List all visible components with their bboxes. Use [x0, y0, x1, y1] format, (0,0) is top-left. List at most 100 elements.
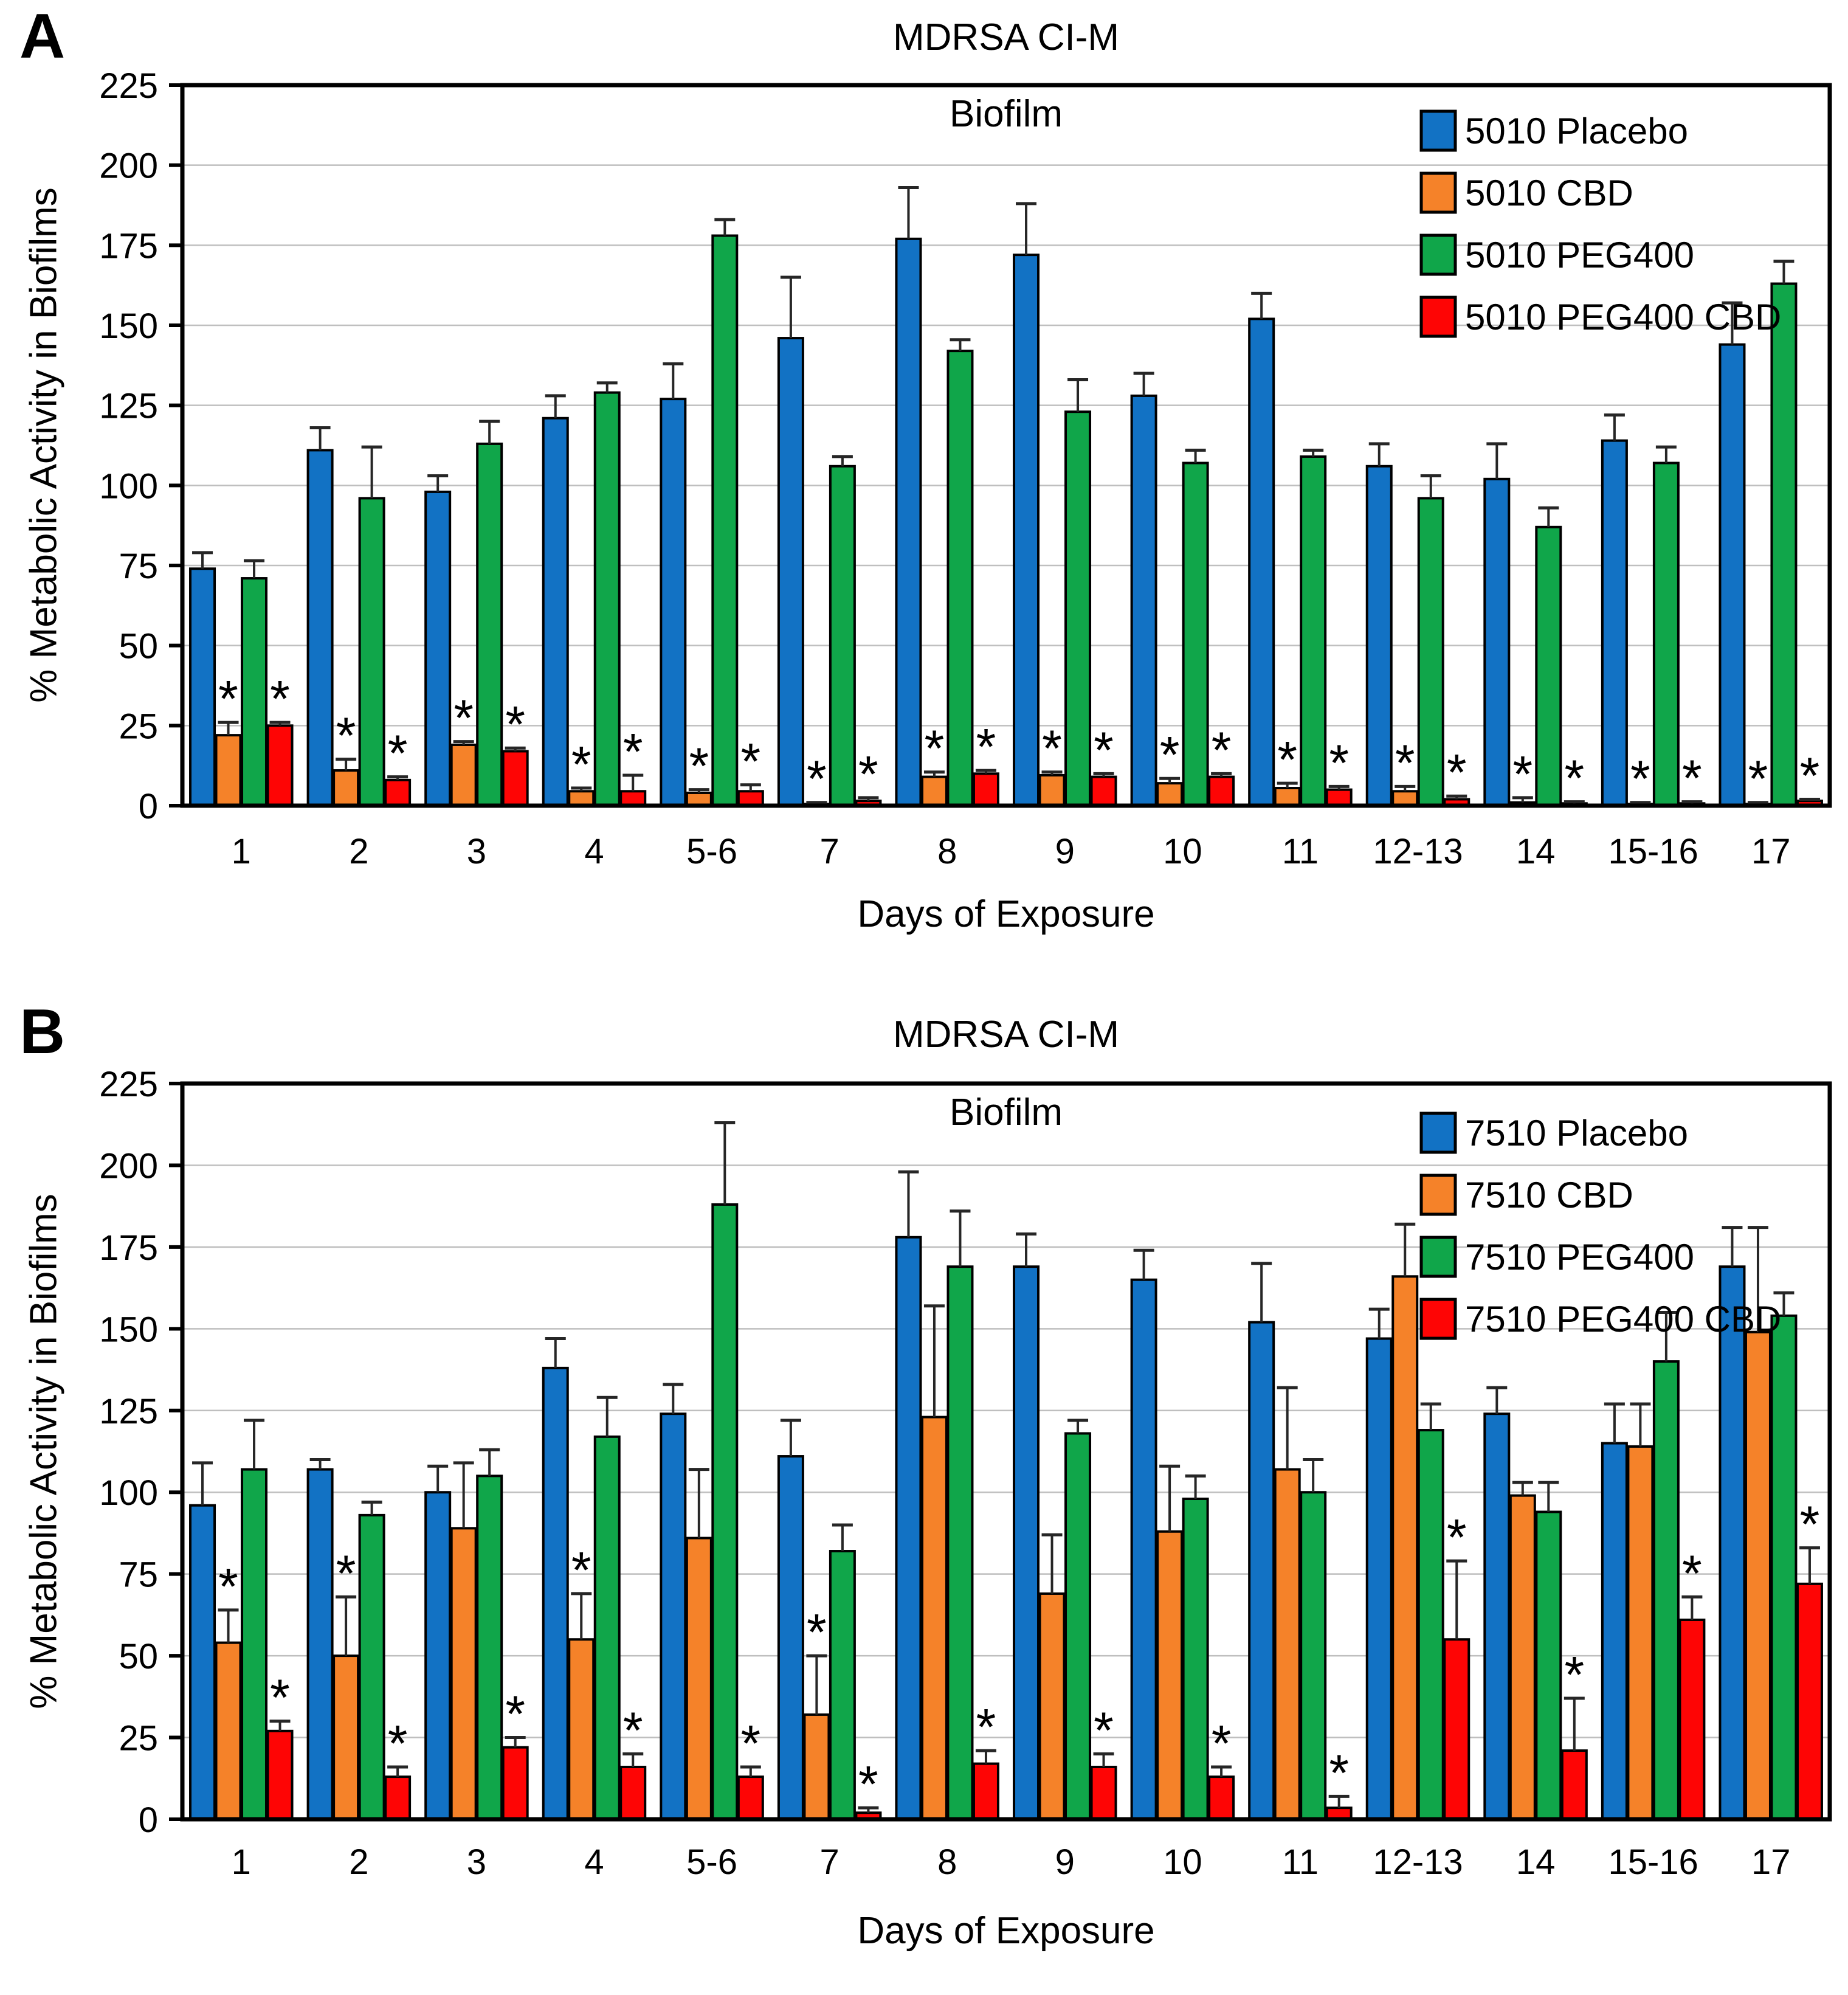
- bar: [1365, 465, 1393, 807]
- bar: [266, 724, 294, 807]
- y-tick-label: 225: [99, 66, 158, 106]
- significance-star: *: [689, 738, 709, 795]
- bar: [619, 790, 647, 807]
- category-label: 5-6: [686, 1842, 737, 1882]
- y-tick-label: 225: [99, 1065, 158, 1104]
- bar: [1770, 1314, 1798, 1821]
- category-label: 3: [467, 832, 486, 871]
- bar: [1300, 455, 1327, 807]
- bar: [306, 1468, 334, 1821]
- panel-b-title: MDRSA CI-M: [893, 1014, 1119, 1056]
- significance-star: *: [858, 745, 878, 803]
- bar: [1391, 790, 1419, 807]
- category-label: 4: [584, 1842, 604, 1882]
- category-label: 1: [232, 1842, 251, 1882]
- panel-a-title: MDRSA CI-M: [893, 16, 1119, 58]
- bar: [920, 1416, 948, 1821]
- bar: [1130, 1278, 1157, 1821]
- bar: [660, 1412, 687, 1820]
- y-tick-label: 175: [99, 226, 158, 266]
- bar: [333, 769, 360, 807]
- y-tick-label: 125: [99, 1392, 158, 1431]
- bar: [266, 1729, 294, 1821]
- y-tick-label: 25: [119, 707, 158, 746]
- bar: [803, 1713, 830, 1821]
- significance-star: *: [1329, 734, 1349, 791]
- category-label: 14: [1516, 832, 1556, 871]
- significance-star: *: [740, 733, 760, 790]
- bar: [1248, 1321, 1275, 1821]
- category-label: 11: [1282, 832, 1319, 871]
- category-label: 9: [1055, 832, 1075, 871]
- y-tick-label: 75: [119, 547, 158, 586]
- category-label: 17: [1751, 1842, 1791, 1882]
- y-tick-label: 200: [99, 1146, 158, 1186]
- legend-swatch: [1419, 1174, 1457, 1216]
- legend-label: 7510 PEG400 CBD: [1465, 1299, 1781, 1340]
- plot-border: [180, 83, 1832, 808]
- bar: [1652, 1360, 1680, 1820]
- category-label: 17: [1751, 832, 1791, 871]
- significance-star: *: [1447, 744, 1467, 801]
- category-label: 10: [1163, 832, 1202, 871]
- significance-star: *: [807, 1603, 827, 1661]
- bar: [1535, 1510, 1562, 1820]
- bar: [1064, 410, 1092, 807]
- category-label: 2: [349, 832, 368, 871]
- significance-star: *: [1212, 721, 1232, 778]
- category-label: 7: [820, 1842, 840, 1882]
- bar: [189, 1504, 216, 1821]
- bar: [450, 743, 477, 807]
- bar: [502, 1746, 529, 1821]
- bar: [711, 1203, 739, 1820]
- bar: [1744, 1330, 1771, 1821]
- legend-label: 5010 Placebo: [1465, 111, 1688, 151]
- category-label: 15-16: [1608, 832, 1698, 871]
- significance-star: *: [1042, 720, 1062, 777]
- bar: [1627, 1445, 1654, 1820]
- legend-swatch: [1419, 296, 1457, 338]
- bar: [1130, 394, 1157, 807]
- bar: [1182, 462, 1209, 807]
- significance-star: *: [1748, 750, 1768, 807]
- bar: [1391, 1275, 1419, 1820]
- significance-star: *: [1564, 1646, 1584, 1703]
- significance-star: *: [388, 725, 408, 782]
- bar: [1156, 782, 1184, 807]
- significance-star: *: [453, 690, 474, 747]
- y-tick-label: 50: [119, 1637, 158, 1676]
- significance-star: *: [1630, 750, 1650, 807]
- significance-star: *: [1329, 1744, 1349, 1801]
- category-label: 7: [820, 832, 840, 871]
- bar: [1038, 1592, 1066, 1821]
- significance-star: *: [1564, 750, 1584, 807]
- category-label: 5-6: [686, 832, 737, 871]
- bar: [972, 1762, 999, 1821]
- bar: [1156, 1530, 1184, 1821]
- legend-label: 5010 PEG400 CBD: [1465, 297, 1781, 337]
- bar: [424, 490, 452, 807]
- significance-star: *: [1094, 721, 1114, 778]
- bar: [1535, 525, 1562, 807]
- plot-border: [180, 1081, 1832, 1822]
- bar: [1601, 439, 1628, 807]
- bar: [1013, 254, 1040, 807]
- panel-b-x-axis-label: Days of Exposure: [857, 1910, 1155, 1952]
- category-label: 4: [584, 832, 604, 871]
- category-label: 8: [937, 832, 957, 871]
- significance-star: *: [336, 1544, 356, 1602]
- bar: [1719, 1265, 1746, 1820]
- y-tick-label: 150: [99, 306, 158, 346]
- category-label: 12-13: [1373, 1842, 1463, 1882]
- bar: [972, 772, 999, 807]
- significance-star: *: [571, 1541, 591, 1599]
- significance-star: *: [976, 718, 996, 775]
- legend-label: 7510 PEG400: [1465, 1237, 1694, 1278]
- bar: [1417, 1429, 1444, 1820]
- significance-star: *: [1094, 1701, 1114, 1758]
- bar: [384, 778, 412, 807]
- bar: [593, 391, 621, 807]
- category-label: 9: [1055, 1842, 1075, 1882]
- category-label: 10: [1163, 1842, 1202, 1882]
- bar: [306, 449, 334, 807]
